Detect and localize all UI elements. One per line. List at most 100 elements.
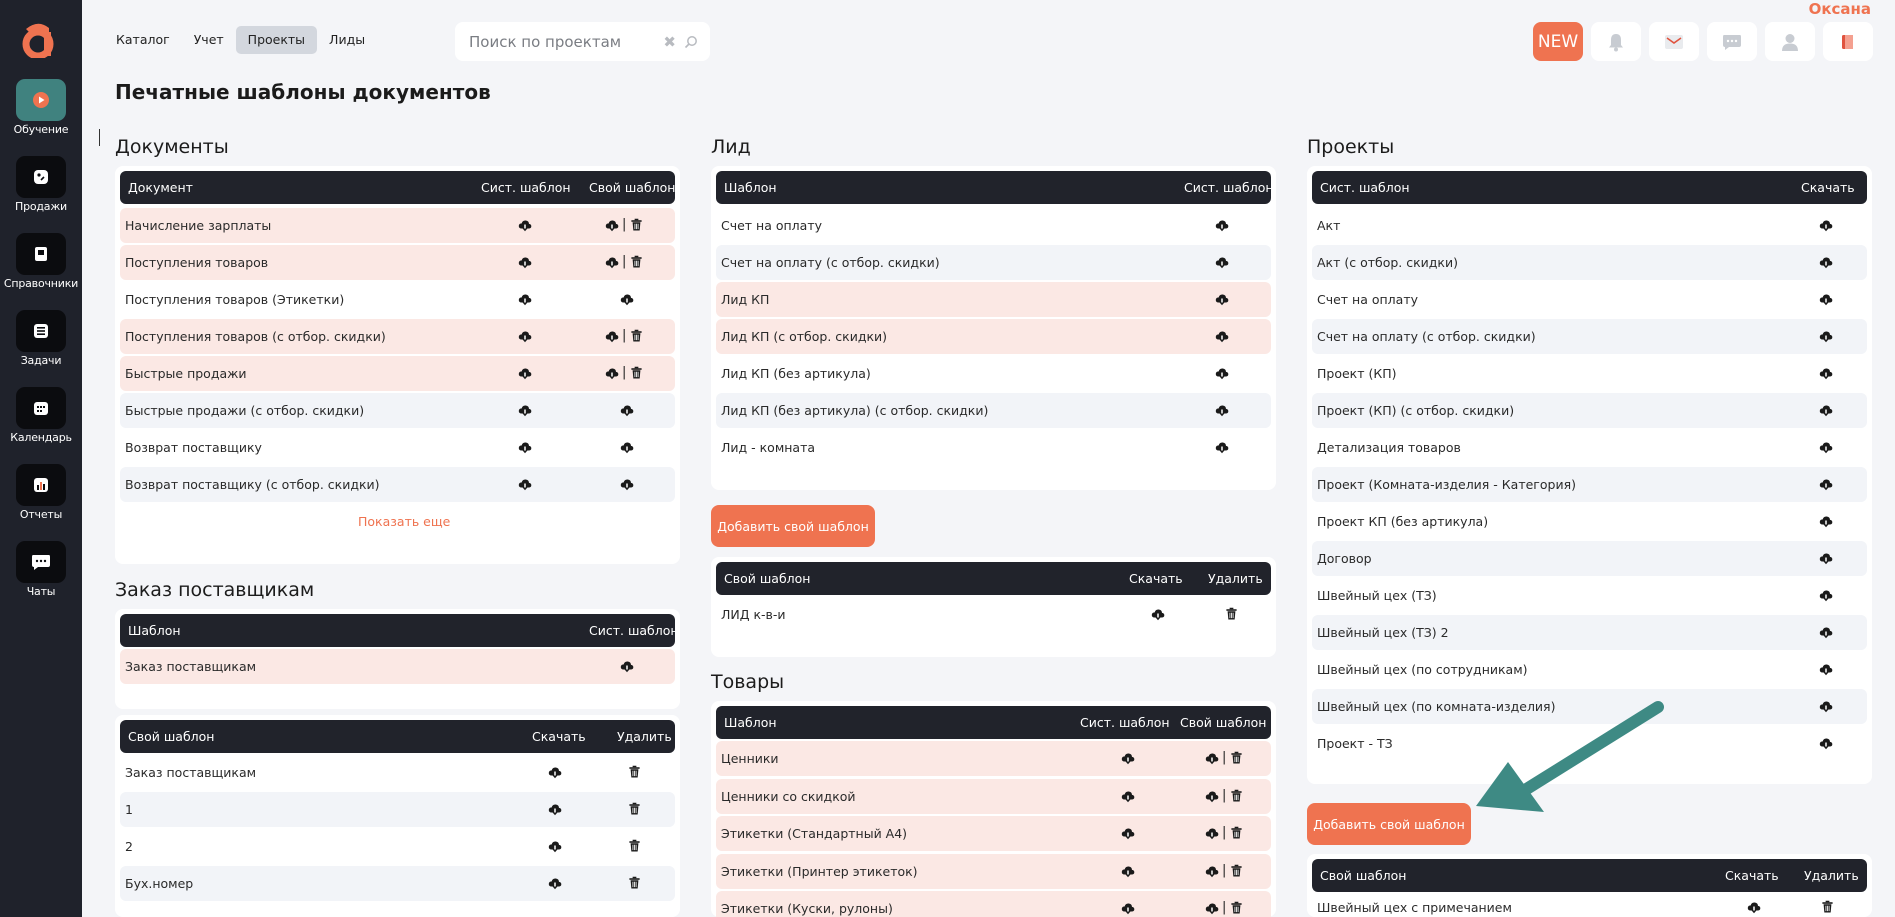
download-icon[interactable] bbox=[1819, 255, 1833, 269]
delete-icon[interactable] bbox=[628, 876, 642, 890]
system-template-download-icon[interactable] bbox=[518, 292, 532, 306]
system-template-download-icon[interactable] bbox=[518, 329, 532, 343]
sidebar-item-learning[interactable]: Обучение bbox=[0, 79, 82, 136]
download-icon[interactable] bbox=[1819, 292, 1833, 306]
mail-button[interactable] bbox=[1649, 22, 1699, 61]
messages-button[interactable] bbox=[1707, 22, 1757, 61]
own-template-upload-icon[interactable] bbox=[620, 440, 634, 454]
system-template-download-icon[interactable] bbox=[1215, 366, 1229, 380]
clear-icon[interactable]: ✖ bbox=[663, 32, 676, 51]
delete-icon[interactable] bbox=[1230, 901, 1244, 915]
download-icon[interactable] bbox=[1819, 625, 1833, 639]
download-icon[interactable] bbox=[1819, 588, 1833, 602]
delete-icon[interactable] bbox=[1230, 864, 1244, 878]
own-template-download-icon[interactable] bbox=[605, 366, 619, 380]
add-lead-template-button[interactable]: Добавить свой шаблон bbox=[711, 505, 875, 547]
own-template-download-icon[interactable] bbox=[605, 329, 619, 343]
system-template-download-icon[interactable] bbox=[518, 403, 532, 417]
delete-icon[interactable] bbox=[1230, 751, 1244, 765]
own-template-upload-icon[interactable] bbox=[620, 292, 634, 306]
search-icon[interactable] bbox=[684, 35, 698, 49]
delete-icon[interactable] bbox=[630, 255, 644, 269]
own-template-download-icon[interactable] bbox=[1205, 901, 1219, 915]
download-icon[interactable] bbox=[548, 765, 562, 779]
delete-icon[interactable] bbox=[1225, 607, 1239, 621]
notifications-button[interactable] bbox=[1591, 22, 1641, 61]
own-template-download-icon[interactable] bbox=[1205, 789, 1219, 803]
download-icon[interactable] bbox=[1819, 662, 1833, 676]
download-icon[interactable] bbox=[1819, 403, 1833, 417]
system-template-download-icon[interactable] bbox=[518, 477, 532, 491]
system-template-download-icon[interactable] bbox=[1215, 329, 1229, 343]
delete-icon[interactable] bbox=[630, 329, 644, 343]
download-icon[interactable] bbox=[1819, 551, 1833, 565]
user-name[interactable]: Оксана bbox=[1808, 0, 1871, 18]
system-template-download-icon[interactable] bbox=[1121, 826, 1135, 840]
sidebar-item-reports[interactable]: Отчеты bbox=[0, 464, 82, 521]
download-icon[interactable] bbox=[548, 802, 562, 816]
download-icon[interactable] bbox=[548, 876, 562, 890]
download-icon[interactable] bbox=[1747, 900, 1761, 914]
sidebar-item-calendar[interactable]: Календарь bbox=[0, 387, 82, 444]
system-template-download-icon[interactable] bbox=[518, 218, 532, 232]
download-icon[interactable] bbox=[1819, 736, 1833, 750]
delete-icon[interactable] bbox=[1230, 789, 1244, 803]
delete-icon[interactable] bbox=[628, 802, 642, 816]
own-template-download-icon[interactable] bbox=[1205, 826, 1219, 840]
own-template-download-icon[interactable] bbox=[1205, 751, 1219, 765]
download-icon[interactable] bbox=[1819, 329, 1833, 343]
download-icon[interactable] bbox=[1819, 366, 1833, 380]
system-template-download-icon[interactable] bbox=[518, 440, 532, 454]
own-template-upload-icon[interactable] bbox=[620, 477, 634, 491]
download-icon[interactable] bbox=[1819, 477, 1833, 491]
system-template-download-icon[interactable] bbox=[1215, 403, 1229, 417]
system-template-download-icon[interactable] bbox=[1121, 751, 1135, 765]
system-template-download-icon[interactable] bbox=[518, 255, 532, 269]
delete-icon[interactable] bbox=[1230, 826, 1244, 840]
download-icon[interactable] bbox=[1151, 607, 1165, 621]
system-template-download-icon[interactable] bbox=[1215, 255, 1229, 269]
system-template-download-icon[interactable] bbox=[1215, 218, 1229, 232]
sidebar-item-chats[interactable]: Чаты bbox=[0, 541, 82, 598]
system-template-download-icon[interactable] bbox=[620, 659, 634, 673]
table-header: Свой шаблон Скачать Удалить bbox=[1312, 859, 1867, 892]
download-icon[interactable] bbox=[548, 839, 562, 853]
delete-icon[interactable] bbox=[1821, 900, 1835, 914]
delete-icon[interactable] bbox=[628, 839, 642, 853]
download-icon[interactable] bbox=[1819, 218, 1833, 232]
own-template-download-icon[interactable] bbox=[1205, 864, 1219, 878]
own-template-download-icon[interactable] bbox=[605, 255, 619, 269]
delete-icon[interactable] bbox=[630, 366, 644, 380]
row-name: Лид - комната bbox=[721, 440, 816, 455]
delete-icon[interactable] bbox=[628, 765, 642, 779]
sidebar-item-references[interactable]: Справочники bbox=[0, 233, 82, 290]
own-template-upload-icon[interactable] bbox=[620, 403, 634, 417]
system-template-download-icon[interactable] bbox=[1215, 440, 1229, 454]
own-template-download-icon[interactable] bbox=[605, 218, 619, 232]
download-icon[interactable] bbox=[1819, 440, 1833, 454]
nav-catalog[interactable]: Каталог bbox=[116, 32, 170, 47]
show-more-link[interactable]: Показать еще bbox=[358, 514, 451, 529]
nav-accounting[interactable]: Учет bbox=[193, 32, 224, 47]
new-button[interactable]: NEW bbox=[1533, 22, 1583, 61]
calendar-icon bbox=[34, 402, 48, 415]
nav-leads[interactable]: Лиды bbox=[329, 32, 366, 47]
app-logo[interactable] bbox=[18, 20, 58, 58]
system-template-download-icon[interactable] bbox=[1121, 864, 1135, 878]
sidebar-item-tasks[interactable]: Задачи bbox=[0, 310, 82, 367]
system-template-download-icon[interactable] bbox=[1121, 901, 1135, 915]
sidebar-item-sales[interactable]: Продажи bbox=[0, 156, 82, 213]
col-template: Шаблон bbox=[724, 180, 777, 195]
search-input[interactable]: Поиск по проектам ✖ bbox=[455, 22, 710, 61]
download-icon[interactable] bbox=[1819, 514, 1833, 528]
nav-projects[interactable]: Проекты bbox=[235, 26, 318, 54]
system-template-download-icon[interactable] bbox=[1215, 292, 1229, 306]
table-row: Быстрые продажи (с отбор. скидки) bbox=[120, 393, 675, 428]
logout-button[interactable] bbox=[1823, 22, 1873, 61]
download-icon[interactable] bbox=[1819, 699, 1833, 713]
profile-button[interactable] bbox=[1765, 22, 1815, 61]
system-template-download-icon[interactable] bbox=[518, 366, 532, 380]
system-template-download-icon[interactable] bbox=[1121, 789, 1135, 803]
delete-icon[interactable] bbox=[630, 218, 644, 232]
add-project-template-button[interactable]: Добавить свой шаблон bbox=[1307, 803, 1471, 845]
